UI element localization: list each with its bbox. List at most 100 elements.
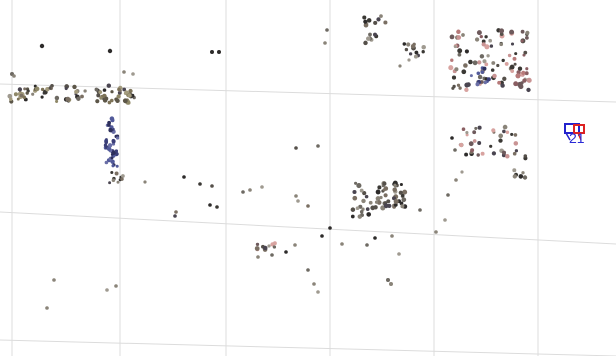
point (484, 62, 489, 67)
point (361, 207, 365, 211)
point (54, 95, 60, 101)
point (520, 81, 524, 85)
point (477, 74, 483, 80)
point (474, 126, 478, 130)
point (410, 43, 416, 49)
point (64, 86, 68, 91)
point (198, 182, 202, 186)
point (498, 138, 503, 143)
point (328, 226, 332, 230)
point (501, 150, 507, 155)
point (509, 29, 515, 35)
point (525, 36, 529, 40)
point (413, 54, 418, 59)
point (418, 208, 422, 212)
point (316, 290, 320, 294)
grid-line (0, 211, 616, 245)
point (34, 86, 40, 92)
point (366, 36, 371, 41)
point (522, 175, 528, 180)
point (502, 76, 507, 81)
point (526, 77, 532, 83)
point (486, 77, 491, 82)
point (379, 195, 383, 200)
point (512, 168, 517, 173)
point (383, 203, 389, 209)
point (316, 144, 320, 148)
point (131, 72, 135, 76)
point (114, 97, 118, 102)
point (474, 37, 480, 42)
point (464, 82, 470, 88)
point (74, 89, 79, 94)
point (469, 74, 473, 78)
point (360, 213, 364, 217)
point (477, 60, 482, 65)
point (111, 150, 116, 155)
point (525, 67, 529, 71)
point (256, 255, 260, 259)
point (497, 80, 502, 85)
point (472, 139, 477, 143)
point (476, 153, 480, 157)
point (104, 138, 108, 141)
point (248, 188, 252, 192)
point (65, 96, 71, 102)
point (182, 175, 186, 179)
point (362, 191, 367, 196)
point (116, 94, 121, 99)
point (128, 88, 133, 94)
point (323, 41, 327, 45)
point (521, 171, 525, 175)
point (476, 30, 482, 36)
point (105, 288, 109, 292)
point (359, 188, 364, 193)
point (373, 236, 377, 240)
point (262, 245, 268, 251)
point (95, 99, 100, 104)
point (352, 195, 358, 201)
point (294, 194, 298, 198)
point (320, 234, 324, 238)
point (476, 71, 481, 76)
point (96, 93, 101, 98)
point (491, 61, 496, 65)
point (376, 17, 381, 22)
point (366, 212, 372, 217)
point (368, 200, 373, 205)
point (210, 50, 214, 54)
point (393, 183, 397, 187)
point (106, 146, 112, 152)
point (22, 95, 26, 99)
point (109, 98, 114, 103)
point (83, 89, 87, 93)
point (514, 149, 519, 153)
point (379, 14, 383, 18)
point (109, 116, 115, 121)
point (174, 210, 178, 214)
point (526, 87, 531, 93)
point (312, 282, 316, 286)
point (406, 42, 411, 47)
point (475, 82, 480, 87)
point (401, 197, 407, 203)
point (464, 87, 469, 92)
point (386, 199, 391, 204)
point (108, 128, 113, 133)
point (524, 71, 529, 76)
point (120, 177, 124, 181)
point (94, 87, 99, 92)
point (450, 58, 454, 62)
point (110, 90, 114, 94)
point (512, 56, 517, 61)
camera-marker[interactable]: 21 (564, 123, 585, 146)
point (451, 75, 457, 80)
point (325, 28, 329, 32)
point (31, 92, 35, 96)
point (40, 95, 44, 99)
point (515, 73, 521, 79)
point (480, 151, 485, 156)
